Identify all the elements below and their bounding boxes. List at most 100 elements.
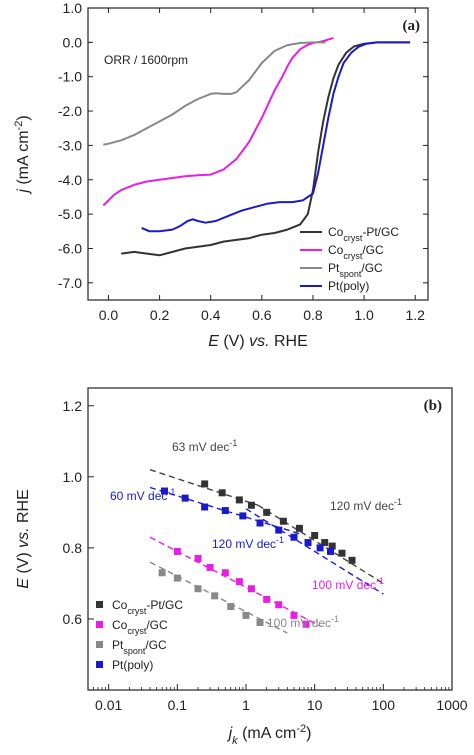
data-point-series-2 <box>211 592 219 600</box>
data-point-series-0 <box>295 524 303 532</box>
fit-annotation-sup: -1 <box>276 535 284 545</box>
legend-tail: /GC <box>361 261 383 275</box>
legend-entry-3: Pt(poly) <box>112 658 153 672</box>
fit-annotation-2: 60 mV dec-1 <box>110 487 175 503</box>
x-label-var: j <box>227 725 233 742</box>
y-label-vs: vs. <box>15 527 32 547</box>
data-point-series-2 <box>227 603 235 611</box>
series-line-0 <box>121 41 411 257</box>
legend-sub: cryst <box>127 626 146 636</box>
data-point-series-1 <box>235 578 243 586</box>
legend-entry-1: Cocryst/GC <box>112 618 168 636</box>
y-axis-label: j (mA cm-2) <box>13 115 32 194</box>
x-tick-label: 0.1 <box>168 697 188 713</box>
data-point-series-2 <box>194 585 202 593</box>
fit-annotation-sup: -1 <box>376 576 384 586</box>
data-point-series-0 <box>218 489 226 497</box>
x-label-vs: vs. <box>249 333 269 350</box>
y-label-unit: (V) <box>15 548 32 578</box>
legend-base: Pt <box>328 261 340 275</box>
y-label-ref: RHE <box>15 489 32 527</box>
legend-entry-0: Cocryst-Pt/GC <box>112 598 183 616</box>
data-point-series-3 <box>221 507 229 515</box>
data-point-series-1 <box>302 620 310 628</box>
fit-annotation-text: 100 mV dec <box>267 616 331 630</box>
x-tick-label: 0.4 <box>201 307 221 323</box>
legend-base: Pt <box>112 638 124 652</box>
fit-annotation-text: 120 mV dec <box>212 537 276 551</box>
data-point-series-2 <box>158 569 166 577</box>
panel-b: 0.01 0.1 1 10 100 1000 0.6 0.8 1.0 1.2 jk (mA cm-2… <box>15 387 468 747</box>
legend-tail: -Pt/GC <box>146 598 183 612</box>
data-point-series-1 <box>263 595 271 603</box>
fit-annotation-sup: -1 <box>331 614 339 624</box>
data-point-series-0 <box>348 556 356 564</box>
fit-annotation-1: 120 mV dec-1 <box>330 497 402 513</box>
fit-annotation-sup: -1 <box>229 438 237 448</box>
fit-annotation-4: 100 mV dec-1 <box>312 576 384 592</box>
data-point-series-1 <box>206 563 214 571</box>
data-point-series-1 <box>194 555 202 563</box>
legend-tail: /GC <box>146 618 168 632</box>
fit-annotation-text: 63 mV dec <box>172 440 229 454</box>
legend-tail: /GC <box>362 243 384 257</box>
data-point-series-1 <box>221 569 229 577</box>
data-point-series-2 <box>256 618 264 626</box>
y-tick-label: -1.0 <box>58 69 82 85</box>
series-line-2 <box>103 41 326 146</box>
panel-tag-b: (b) <box>424 398 442 414</box>
x-tick-label: 0.2 <box>150 307 170 323</box>
fit-line-1 <box>257 504 384 585</box>
x-tick-label: 100 <box>372 697 396 713</box>
x-label-unit: (V) <box>219 333 249 350</box>
legend-marker-0 <box>96 601 103 608</box>
legend-entry-2: Ptspont/GC <box>328 261 383 279</box>
legend-tail: -Pt/GC <box>362 225 399 239</box>
data-point-series-0 <box>201 480 209 488</box>
fit-annotation-text: 120 mV dec <box>330 499 394 513</box>
y-tick-label: 0.0 <box>63 34 83 50</box>
legend-sub: cryst <box>343 251 362 261</box>
data-point-series-3 <box>181 494 189 502</box>
x-label-ref: RHE <box>270 333 308 350</box>
x-tick-label: 0.8 <box>303 307 323 323</box>
x-tick-label: 10 <box>307 697 323 713</box>
x-axis-label: E (V) vs. RHE <box>208 333 308 350</box>
x-label-var: E <box>208 333 219 350</box>
data-point-series-2 <box>173 574 181 582</box>
fit-annotation-0: 63 mV dec-1 <box>172 438 237 454</box>
data-point-series-1 <box>173 547 181 555</box>
x-tick-label: 1 <box>242 697 250 713</box>
y-tick-label: -4.0 <box>58 172 82 188</box>
legend-base: Pt(poly) <box>112 658 153 672</box>
y-tick-label: -6.0 <box>58 240 82 256</box>
series-line-1 <box>102 36 334 207</box>
y-tick-label: 1.0 <box>63 469 83 485</box>
data-point-series-3 <box>304 539 312 547</box>
legend-entry-3: Pt(poly) <box>328 279 369 293</box>
data-point-series-3 <box>316 544 324 552</box>
legend-base: Pt(poly) <box>328 279 369 293</box>
data-point-series-0 <box>235 496 243 504</box>
legend-tail: /GC <box>145 638 167 652</box>
y-tick-label: -7.0 <box>58 275 82 291</box>
data-point-series-1 <box>275 601 283 609</box>
data-point-series-3 <box>239 512 247 520</box>
y-axis-label: E (V) vs. RHE <box>15 489 32 589</box>
legend-marker-2 <box>96 641 103 648</box>
y-tick-label: -5.0 <box>58 206 82 222</box>
x-tick-label: 0.0 <box>99 307 119 323</box>
data-point-series-0 <box>263 508 271 516</box>
legend-marker-3 <box>96 661 103 668</box>
legend-sub: spont <box>123 646 146 656</box>
legend-marker-1 <box>96 621 103 628</box>
x-tick-label: 0.01 <box>95 697 122 713</box>
data-point-series-3 <box>160 487 168 495</box>
fit-annotation-3: 120 mV dec-1 <box>212 535 284 551</box>
data-point-series-2 <box>242 611 250 619</box>
y-label-unit: (mA cm <box>15 130 32 189</box>
legend-entry-1: Cocryst/GC <box>328 243 384 261</box>
x-label-sup: -2 <box>296 723 306 735</box>
fit-line-5 <box>149 561 288 634</box>
